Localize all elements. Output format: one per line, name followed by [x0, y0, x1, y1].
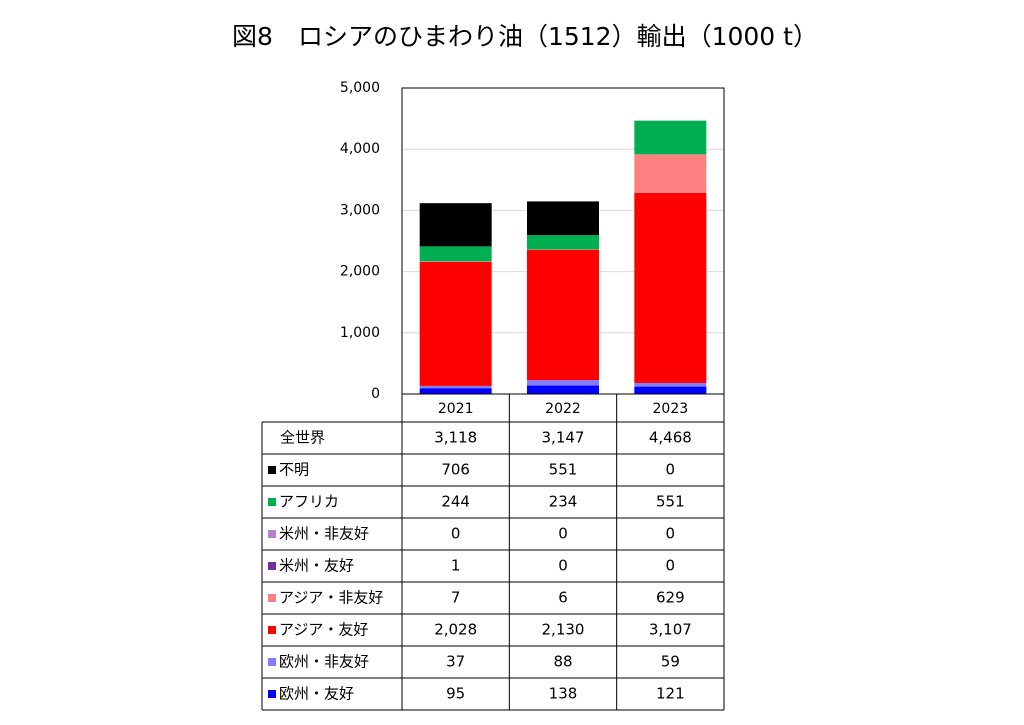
legend-swatch: [268, 530, 276, 538]
table-cell: 0: [558, 557, 568, 575]
chart-title: 図8 ロシアのひまわり油（1512）輸出（1000 t）: [232, 22, 818, 51]
y-tick-label: 2,000: [340, 264, 380, 280]
y-tick-label: 3,000: [340, 202, 380, 218]
table-cell: 0: [666, 557, 676, 575]
table-cell: 0: [558, 525, 568, 543]
bar-segment: [419, 246, 492, 262]
bar-segment: [634, 154, 707, 193]
total-label: 全世界: [280, 429, 325, 447]
legend-label: アジア・非友好: [279, 589, 383, 607]
legend-label: アフリカ: [279, 493, 339, 511]
bar-segment: [634, 382, 707, 387]
table-cell: 706: [441, 461, 470, 479]
table-cell: 234: [549, 493, 578, 511]
bar-segment: [419, 385, 492, 389]
bar-segment: [527, 235, 599, 250]
table-cell: 2,028: [434, 621, 477, 639]
legend-swatch: [268, 658, 276, 666]
table-cell: 7: [451, 589, 461, 607]
table-cell: 4,468: [649, 429, 692, 447]
legend-swatch: [268, 498, 276, 506]
table-cell: 551: [549, 461, 578, 479]
y-tick-label: 1,000: [340, 325, 380, 341]
table-cell: 629: [656, 589, 685, 607]
bar-segment: [527, 380, 599, 386]
bar-segment: [419, 261, 492, 386]
bar-segment: [419, 388, 492, 394]
legend-label: 米州・非友好: [279, 525, 369, 543]
legend-label: 欧州・友好: [279, 685, 354, 703]
legend-label: 欧州・非友好: [279, 653, 369, 671]
bar-segment: [527, 249, 599, 381]
x-tick-label: 2023: [653, 401, 689, 417]
legend-swatch: [268, 466, 276, 474]
bar-segment: [634, 192, 707, 383]
bar-segment: [527, 385, 599, 394]
legend-swatch: [268, 690, 276, 698]
x-tick-label: 2021: [438, 401, 474, 417]
table-cell: 0: [451, 525, 461, 543]
table-cell: 0: [666, 525, 676, 543]
bar-segment: [527, 201, 599, 236]
bar-segment: [634, 386, 707, 394]
legend-label: 不明: [279, 461, 309, 479]
legend-swatch: [268, 594, 276, 602]
legend-label: 米州・友好: [279, 557, 354, 575]
table-cell: 3,147: [542, 429, 585, 447]
table-cell: 138: [549, 685, 578, 703]
y-tick-label: 5,000: [340, 80, 380, 96]
table-cell: 88: [553, 653, 572, 671]
bar-segment: [419, 203, 492, 247]
table-cell: 95: [446, 685, 465, 703]
y-tick-label: 4,000: [340, 141, 380, 157]
table-cell: 0: [666, 461, 676, 479]
table-cell: 6: [558, 589, 568, 607]
table-cell: 3,107: [649, 621, 692, 639]
legend-label: アジア・友好: [279, 621, 368, 639]
table-cell: 1: [451, 557, 461, 575]
table-cell: 2,130: [542, 621, 585, 639]
legend-swatch: [268, 626, 276, 634]
legend-swatch: [268, 562, 276, 570]
table-cell: 59: [661, 653, 680, 671]
table-cell: 551: [656, 493, 685, 511]
plot-border: [401, 87, 725, 395]
bar-segment: [634, 120, 707, 155]
table-cell: 244: [441, 493, 470, 511]
table-cell: 121: [656, 685, 685, 703]
x-tick-label: 2022: [545, 401, 581, 417]
y-tick-label: 0: [371, 386, 380, 402]
table-cell: 3,118: [434, 429, 477, 447]
table-cell: 37: [446, 653, 465, 671]
